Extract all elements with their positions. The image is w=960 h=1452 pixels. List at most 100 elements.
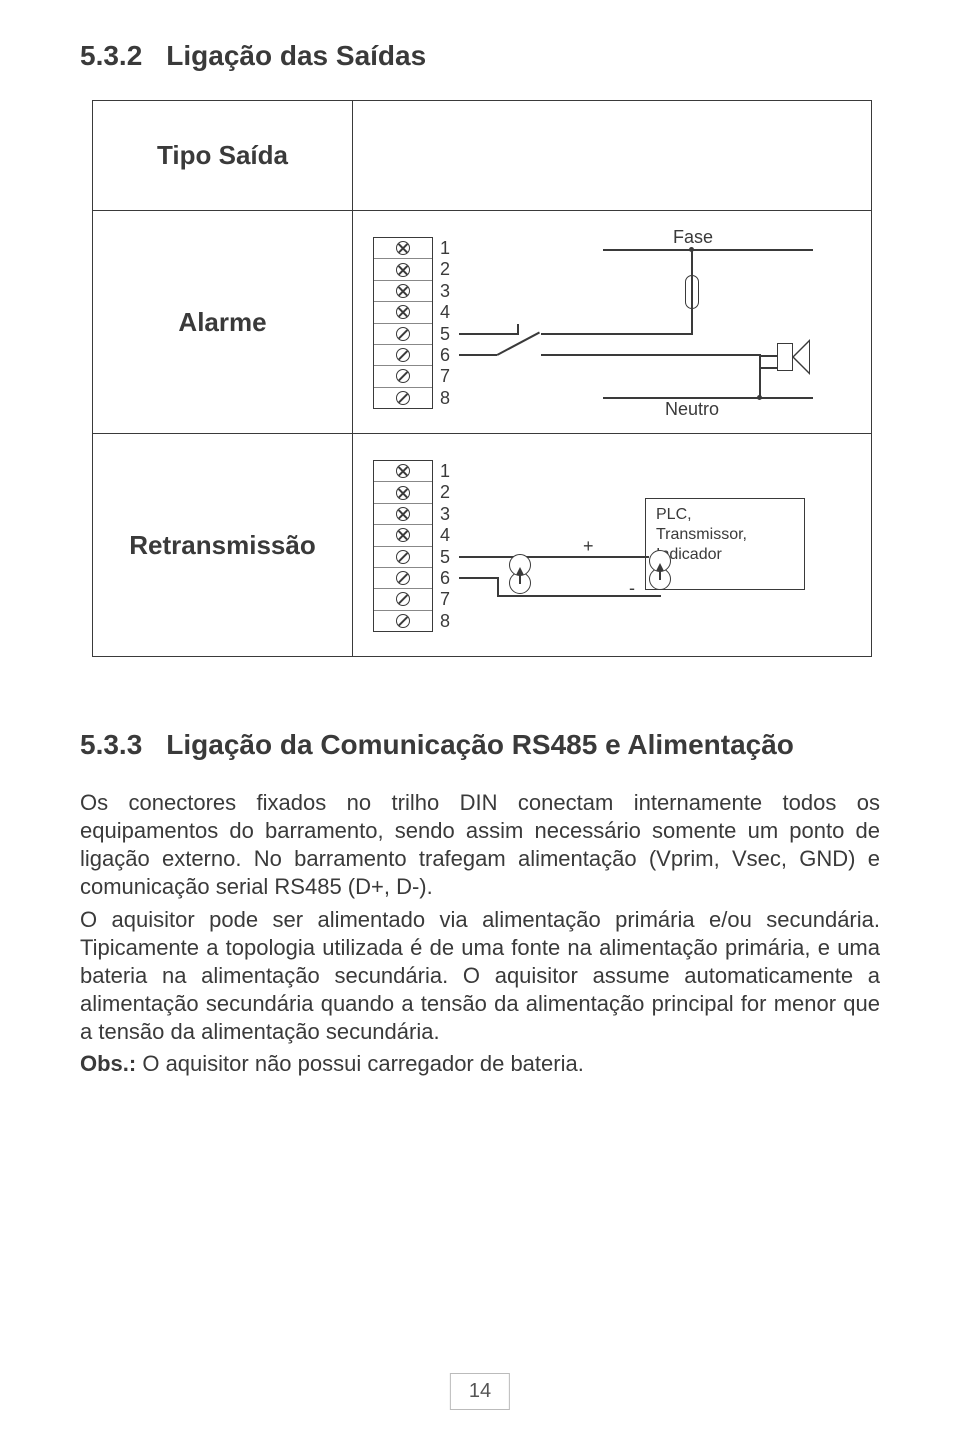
terminal-number: 3	[440, 281, 460, 302]
terminal-row: 3	[374, 280, 432, 301]
section-title: Ligação da Comunicação RS485 e Alimentaç…	[166, 729, 794, 760]
section-number: 5.3.2	[80, 40, 142, 71]
terminal-icon	[396, 263, 410, 277]
terminal-icon	[396, 528, 410, 542]
terminal-number: 1	[440, 461, 460, 482]
terminal-icon	[396, 305, 410, 319]
terminal-row: 1	[374, 461, 432, 481]
terminal-row: 3	[374, 503, 432, 524]
terminal-number: 5	[440, 324, 460, 345]
wire	[459, 354, 497, 356]
table-row: Retransmissão 1 2 3 4 5 6 7 8 +	[93, 434, 872, 657]
table-header-row: Tipo Saída	[93, 101, 872, 211]
body-text: Os conectores fixados no trilho DIN cone…	[80, 789, 880, 1079]
wire	[541, 354, 761, 356]
wire	[459, 333, 519, 335]
terminal-icon	[396, 327, 410, 341]
terminal-number: 8	[440, 611, 460, 632]
plc-line: Indicador	[656, 545, 794, 565]
terminal-number: 6	[440, 568, 460, 589]
section-title: Ligação das Saídas	[166, 40, 426, 71]
section-number: 5.3.3	[80, 729, 142, 760]
table-row: Alarme 1 2 3 4 5 6 7 8	[93, 211, 872, 434]
terminal-row: 5	[374, 546, 432, 567]
wire	[603, 249, 813, 251]
terminal-icon	[396, 391, 410, 405]
alarme-diagram: 1 2 3 4 5 6 7 8	[373, 227, 853, 417]
load-symbol-icon	[685, 275, 699, 309]
terminal-row: 4	[374, 524, 432, 545]
terminal-icon	[396, 464, 410, 478]
retransmissao-diagram: 1 2 3 4 5 6 7 8 + -	[373, 450, 853, 640]
terminal-number: 7	[440, 589, 460, 610]
terminal-row: 6	[374, 344, 432, 365]
terminal-icon	[396, 550, 410, 564]
paragraph: O aquisitor pode ser alimentado via alim…	[80, 906, 880, 1047]
row-diagram-cell: 1 2 3 4 5 6 7 8 + -	[353, 434, 872, 657]
section-heading-2: 5.3.3 Ligação da Comunicação RS485 e Alim…	[80, 729, 880, 761]
wire	[497, 577, 499, 595]
terminal-row: 1	[374, 238, 432, 258]
terminal-row: 7	[374, 365, 432, 386]
speaker-icon	[777, 343, 793, 371]
minus-label: -	[629, 578, 635, 599]
terminal-row: 8	[374, 387, 432, 408]
neutro-label: Neutro	[665, 399, 719, 420]
wire	[759, 367, 777, 369]
current-source-icon	[509, 554, 531, 598]
switch-contact-icon	[497, 332, 540, 356]
terminal-number: 7	[440, 366, 460, 387]
output-table: Tipo Saída Alarme 1 2 3 4 5 6 7 8	[92, 100, 872, 657]
wire	[759, 355, 777, 357]
terminal-block: 1 2 3 4 5 6 7 8	[373, 237, 433, 409]
terminal-number: 4	[440, 302, 460, 323]
current-source-icon	[649, 550, 671, 594]
node-dot	[757, 395, 762, 400]
terminal-icon	[396, 284, 410, 298]
terminal-row: 4	[374, 301, 432, 322]
terminal-row: 8	[374, 610, 432, 631]
fase-label: Fase	[673, 227, 713, 248]
terminal-icon	[396, 348, 410, 362]
paragraph: Os conectores fixados no trilho DIN cone…	[80, 789, 880, 902]
wire	[459, 577, 497, 579]
terminal-icon	[396, 369, 410, 383]
row-label: Retransmissão	[93, 434, 353, 657]
wire	[643, 595, 661, 597]
terminal-icon	[396, 614, 410, 628]
terminal-icon	[396, 592, 410, 606]
wire	[541, 333, 693, 335]
terminal-number: 1	[440, 238, 460, 259]
wire	[595, 556, 649, 558]
terminal-number: 3	[440, 504, 460, 525]
terminal-number: 2	[440, 482, 460, 503]
wire	[759, 354, 761, 398]
page-number: 14	[450, 1373, 510, 1410]
terminal-row: 2	[374, 481, 432, 502]
terminal-row: 7	[374, 588, 432, 609]
terminal-icon	[396, 507, 410, 521]
terminal-icon	[396, 571, 410, 585]
wire	[517, 324, 519, 334]
row-diagram-cell: 1 2 3 4 5 6 7 8	[353, 211, 872, 434]
obs-paragraph: Obs.: O aquisitor não possui carregador …	[80, 1050, 880, 1078]
section-heading-1: 5.3.2 Ligação das Saídas	[80, 40, 880, 72]
plc-line: PLC,	[656, 505, 794, 525]
terminal-row: 6	[374, 567, 432, 588]
terminal-number: 6	[440, 345, 460, 366]
row-label: Alarme	[93, 211, 353, 434]
terminal-icon	[396, 241, 410, 255]
terminal-row: 2	[374, 258, 432, 279]
terminal-block: 1 2 3 4 5 6 7 8	[373, 460, 433, 632]
plc-line: Transmissor,	[656, 525, 794, 545]
terminal-number: 4	[440, 525, 460, 546]
plus-label: +	[583, 536, 594, 557]
obs-label: Obs.:	[80, 1051, 136, 1076]
table-header-spacer	[353, 101, 872, 211]
obs-text: O aquisitor não possui carregador de bat…	[136, 1051, 584, 1076]
terminal-icon	[396, 486, 410, 500]
terminal-number: 8	[440, 388, 460, 409]
terminal-row: 5	[374, 323, 432, 344]
terminal-number: 5	[440, 547, 460, 568]
terminal-number: 2	[440, 259, 460, 280]
